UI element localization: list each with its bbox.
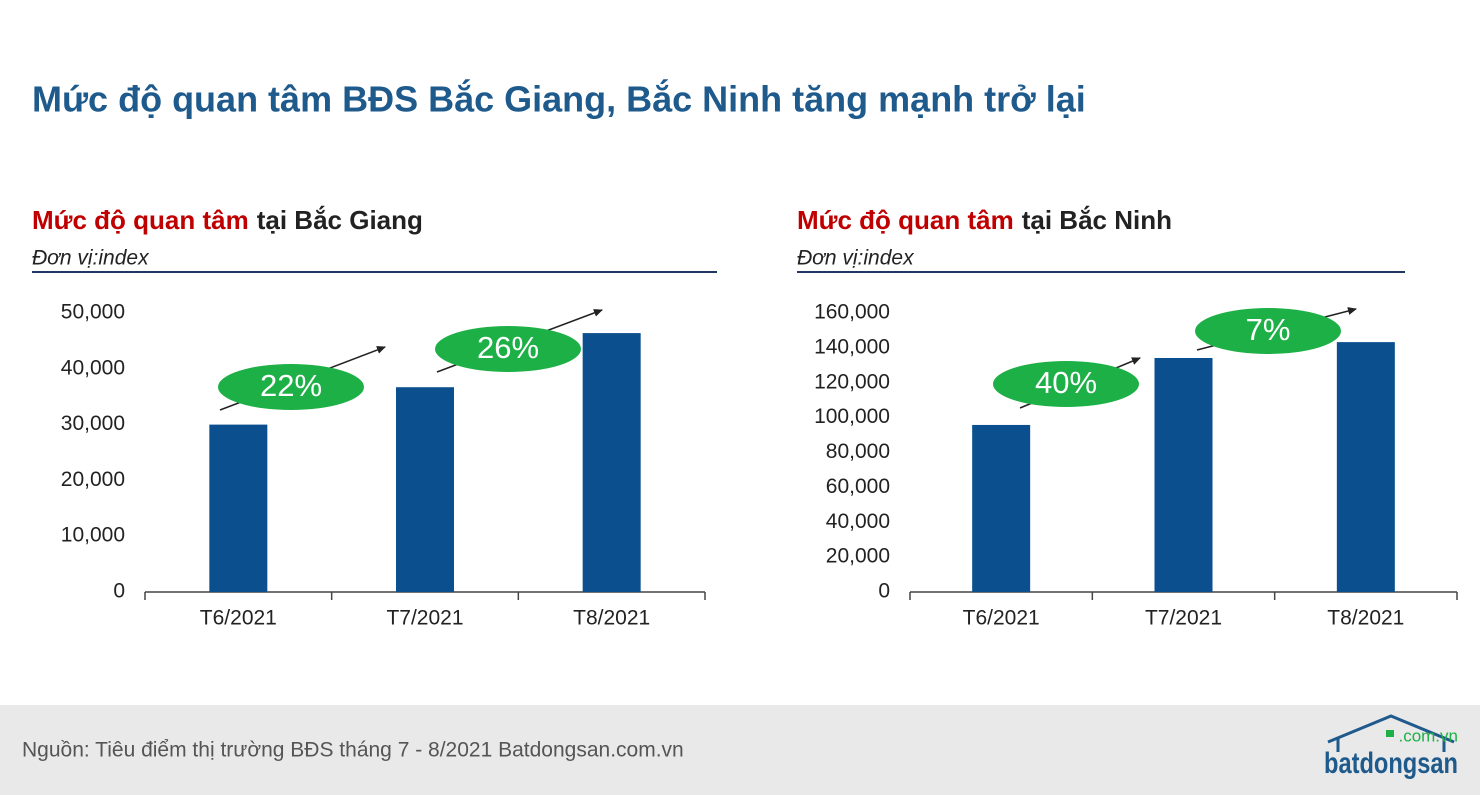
x-tick-label: T7/2021	[1145, 607, 1222, 630]
growth-badge	[435, 326, 581, 372]
chart-title: Mức độ quan tâm tại Bắc Giang	[32, 205, 423, 235]
bar	[1336, 342, 1395, 592]
logo-name: batdongsan	[1324, 747, 1458, 780]
bar	[972, 424, 1031, 592]
footer-band	[0, 705, 1480, 795]
chart-title-part: Mức độ quan tâm	[32, 205, 249, 235]
x-tick-label: T8/2021	[1327, 607, 1404, 630]
page-title: Mức độ quan tâm BĐS Bắc Giang, Bắc Ninh …	[32, 78, 1086, 120]
y-tick-label: 60,000	[826, 475, 890, 498]
y-tick-label: 100,000	[814, 405, 890, 428]
chart-title-part: tại Bắc Giang	[257, 205, 423, 235]
growth-badge	[1195, 308, 1341, 354]
growth-label: 22%	[260, 368, 322, 403]
y-tick-label: 10,000	[61, 524, 125, 547]
chart-title-part: Mức độ quan tâm	[797, 205, 1014, 235]
bar	[582, 333, 641, 592]
y-tick-label: 0	[878, 580, 890, 603]
y-tick-label: 40,000	[826, 510, 890, 533]
y-tick-label: 50,000	[61, 301, 125, 324]
logo-domain: .com.vn	[1398, 726, 1458, 745]
chart-subtitle: Đơn vị:index	[797, 247, 915, 270]
logo-window	[1386, 730, 1394, 737]
growth-label: 7%	[1246, 312, 1291, 347]
x-tick-label: T8/2021	[573, 607, 650, 630]
y-tick-label: 80,000	[826, 440, 890, 463]
y-tick-label: 140,000	[814, 335, 890, 358]
bar	[209, 424, 268, 592]
y-tick-label: 20,000	[61, 468, 125, 491]
bar	[396, 387, 454, 592]
growth-label: 40%	[1035, 365, 1097, 400]
y-tick-label: 160,000	[814, 301, 890, 324]
logo-house	[1327, 714, 1455, 752]
y-tick-label: 120,000	[814, 370, 890, 393]
chart-subtitle: Đơn vị:index	[32, 247, 150, 270]
growth-badge	[993, 361, 1139, 407]
x-tick-label: T6/2021	[963, 607, 1040, 630]
x-tick-label: T7/2021	[386, 607, 463, 630]
source-note: Nguồn: Tiêu điểm thị trường BĐS tháng 7 …	[22, 739, 684, 762]
y-tick-label: 0	[113, 580, 125, 603]
growth-label: 26%	[477, 330, 539, 365]
chart-title: Mức độ quan tâm tại Bắc Ninh	[797, 205, 1172, 235]
y-tick-label: 30,000	[61, 412, 125, 435]
bar	[1154, 357, 1213, 592]
x-tick-label: T6/2021	[200, 607, 277, 630]
chart-title-part: tại Bắc Ninh	[1022, 205, 1172, 235]
growth-badge	[218, 364, 364, 410]
y-tick-label: 40,000	[61, 356, 125, 379]
y-tick-label: 20,000	[826, 545, 890, 568]
